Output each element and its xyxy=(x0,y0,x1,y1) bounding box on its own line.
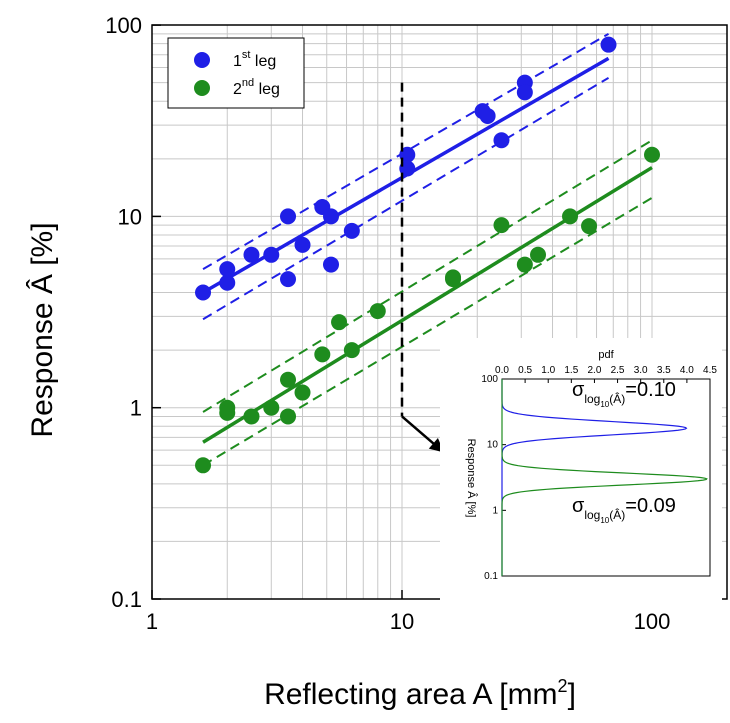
inset-x-tick-label: 4.5 xyxy=(703,365,717,376)
inset-x-tick-label: 2.5 xyxy=(611,365,625,376)
inset-y-tick-label: 1 xyxy=(492,505,498,516)
data-point-2nd-leg xyxy=(530,246,547,263)
data-point-2nd-leg xyxy=(343,342,360,359)
inset-pdf-curves xyxy=(501,379,708,576)
data-point-2nd-leg xyxy=(219,404,236,421)
data-point-2nd-leg xyxy=(263,399,280,416)
data-point-2nd-leg xyxy=(314,346,331,363)
band-lower-1st-leg xyxy=(202,76,610,321)
data-point-2nd-leg xyxy=(644,146,660,163)
data-point-1st-leg xyxy=(479,107,496,124)
confidence-bands xyxy=(202,32,653,467)
data-point-1st-leg xyxy=(280,208,297,225)
data-point-1st-leg xyxy=(323,256,340,273)
data-point-1st-leg xyxy=(399,160,416,177)
data-point-2nd-leg xyxy=(562,208,579,225)
x-tick-label: 100 xyxy=(634,609,671,634)
pdf-curve-2nd-leg xyxy=(501,379,708,576)
data-point-2nd-leg xyxy=(280,371,297,388)
x-axis-title: Reflecting area A [mm2] xyxy=(264,676,576,711)
y-tick-label: 0.1 xyxy=(111,587,142,612)
data-point-2nd-leg xyxy=(581,218,598,235)
inset-chart: 0.0 0.5 1.0 1.5 2.0 2.5 3.0 3.5 4.0 4.50.1110100 … xyxy=(440,338,722,602)
band-upper-1st-leg xyxy=(202,32,610,271)
data-point-1st-leg xyxy=(516,84,533,101)
x-tick-label: 10 xyxy=(390,609,414,634)
data-point-2nd-leg xyxy=(493,217,510,234)
inset-y-tick-label: 0.1 xyxy=(484,571,498,582)
inset-tick-labels: 0.0 0.5 1.0 1.5 2.0 2.5 3.0 3.5 4.0 4.5 0.1 1 10 100 xyxy=(481,365,717,582)
data-point-1st-leg xyxy=(195,284,212,301)
data-point-2nd-leg xyxy=(516,256,533,273)
data-point-1st-leg xyxy=(600,36,617,53)
data-point-1st-leg xyxy=(263,246,280,263)
inset-x-tick-label: 4.0 xyxy=(680,365,694,376)
data-point-1st-leg xyxy=(294,236,311,253)
band-upper-2nd-leg xyxy=(202,139,653,413)
inset-x-tick-label: 1.0 xyxy=(541,365,555,376)
data-point-2nd-leg xyxy=(331,314,348,331)
inset-y-tick-label: 10 xyxy=(487,440,499,451)
data-points xyxy=(195,36,660,474)
inset-background xyxy=(440,338,722,602)
data-point-1st-leg xyxy=(243,246,260,263)
main-plot-frame xyxy=(151,24,728,600)
legend-label-2nd-leg: 2nd leg xyxy=(233,77,280,98)
legend: 1st leg 2nd leg xyxy=(167,37,305,109)
marker-arrow xyxy=(401,415,439,449)
legend-box xyxy=(167,37,305,109)
inset-x-tick-label: 1.5 xyxy=(564,365,578,376)
sigma-label-2nd-leg: σlog10(Â)=0.09 xyxy=(572,495,676,525)
y-tick-label: 1 xyxy=(130,396,142,421)
y-tick-label: 100 xyxy=(105,13,142,38)
data-point-2nd-leg xyxy=(369,303,386,320)
legend-label-1st-leg: 1st leg xyxy=(233,49,276,70)
y-axis-title: Response Â [%] xyxy=(26,222,59,437)
inset-x-tick-label: 0.0 xyxy=(495,365,509,376)
data-point-1st-leg xyxy=(280,271,297,288)
legend-marker-2nd-leg xyxy=(194,80,210,96)
data-point-1st-leg xyxy=(323,208,340,225)
band-lower-2nd-leg xyxy=(202,197,653,467)
data-point-2nd-leg xyxy=(195,457,212,474)
data-point-2nd-leg xyxy=(280,408,297,425)
data-point-1st-leg xyxy=(399,146,416,163)
inset-x-tick-label: 0.5 xyxy=(518,365,532,376)
inset-x-axis-title: pdf xyxy=(598,349,614,361)
data-point-1st-leg xyxy=(219,261,236,278)
data-point-1st-leg xyxy=(493,132,510,149)
data-point-2nd-leg xyxy=(243,408,260,425)
inset-x-tick-label: 3.5 xyxy=(657,365,671,376)
data-point-2nd-leg xyxy=(445,269,462,286)
y-tick-label: 10 xyxy=(118,204,142,229)
sigma-label-1st-leg: σlog10(Â)=0.10 xyxy=(572,379,676,409)
inset-y-tick-label: 100 xyxy=(481,374,498,385)
inset-x-tick-label: 2.0 xyxy=(587,365,601,376)
legend-marker-1st-leg xyxy=(194,52,210,68)
data-point-2nd-leg xyxy=(294,384,311,401)
inset-y-axis-title: Response Â [%] xyxy=(465,439,478,518)
inset-x-tick-label: 3.0 xyxy=(634,365,648,376)
data-point-1st-leg xyxy=(343,222,360,239)
x-tick-label: 1 xyxy=(146,609,158,634)
data-point-1st-leg xyxy=(219,274,236,291)
